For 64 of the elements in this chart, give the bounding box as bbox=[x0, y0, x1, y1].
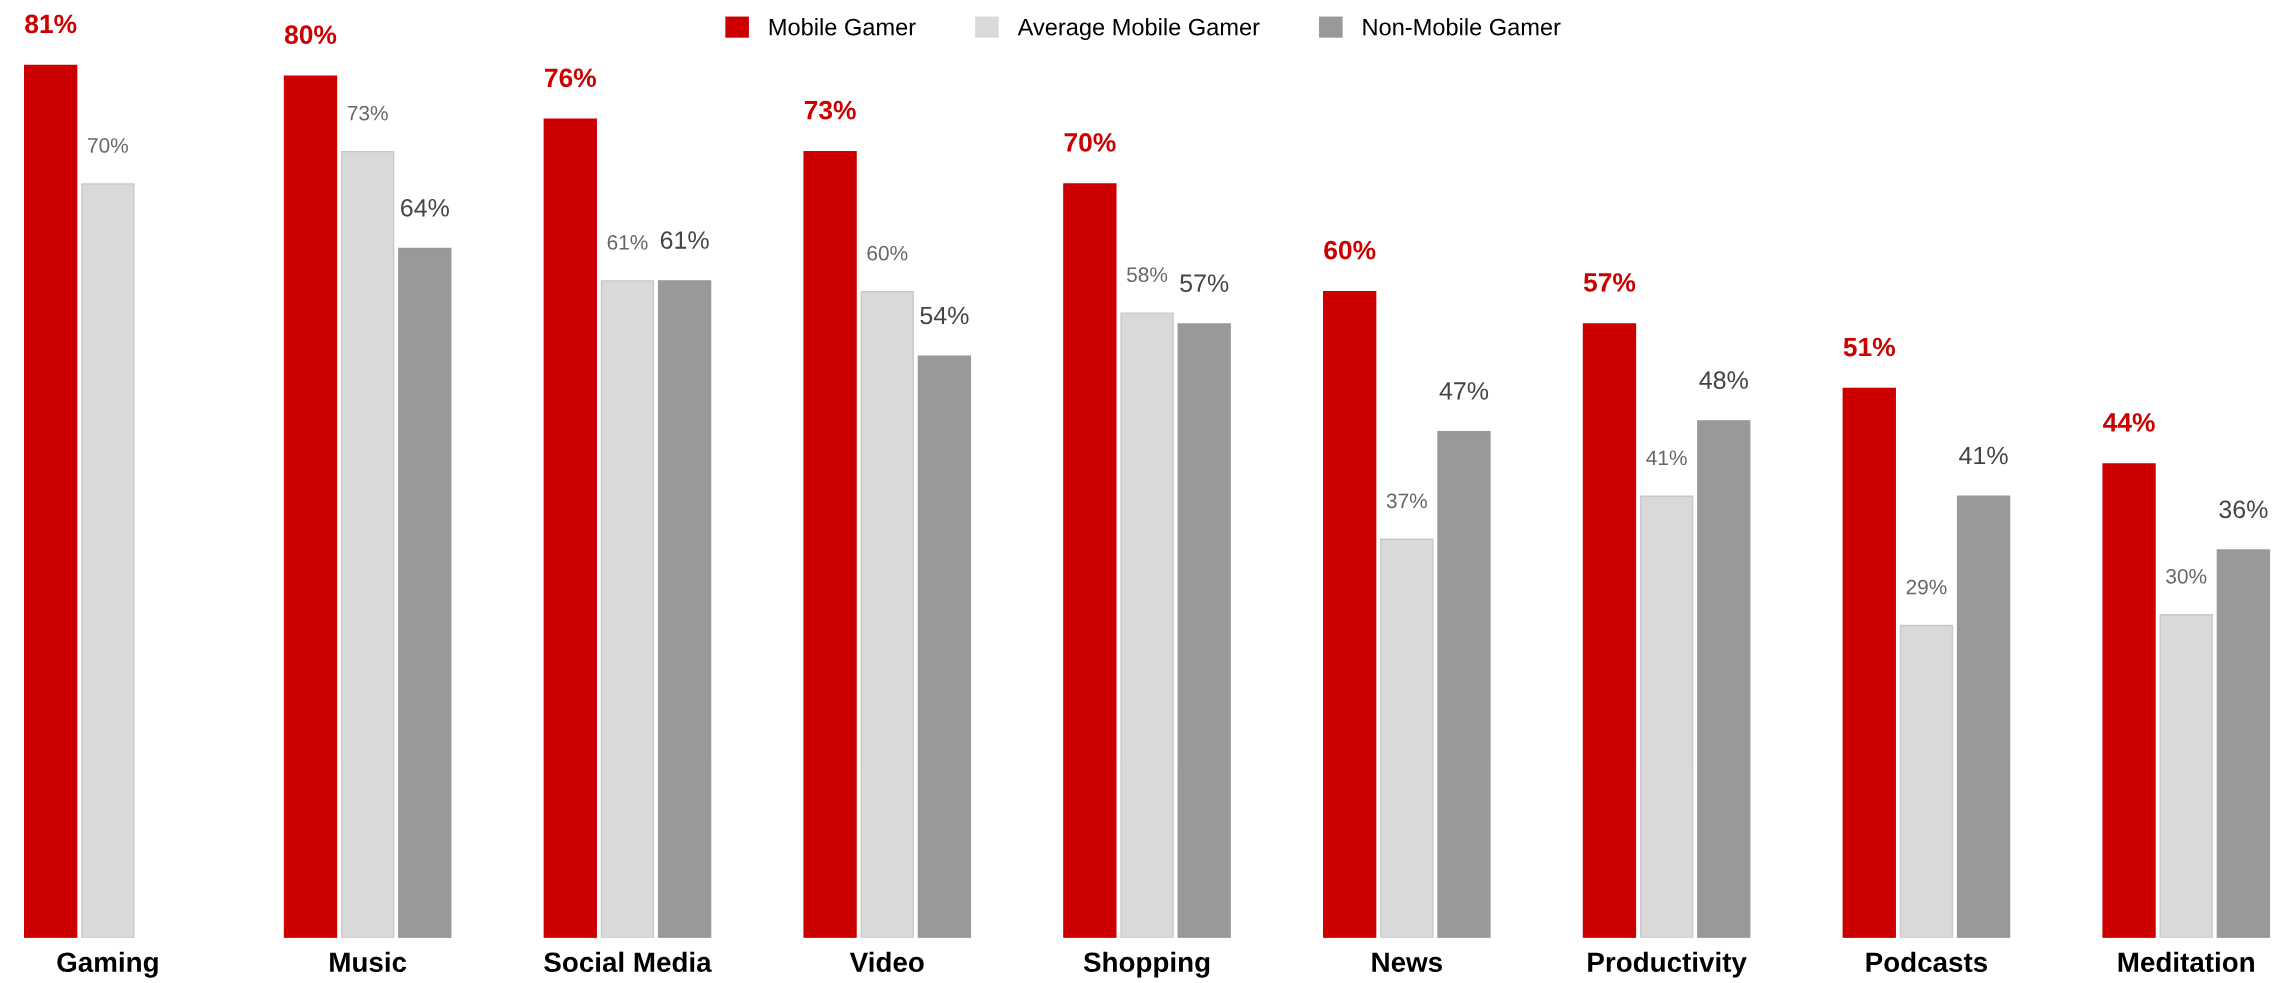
x-tick-label: Video bbox=[849, 951, 924, 973]
data-label: 70% bbox=[1064, 133, 1116, 152]
data-label: 30% bbox=[2166, 568, 2207, 584]
data-label: 73% bbox=[347, 105, 388, 121]
x-tick-label: News bbox=[1372, 952, 1442, 973]
bar bbox=[600, 280, 655, 938]
bar bbox=[1177, 323, 1231, 938]
data-label: 60% bbox=[1324, 240, 1376, 260]
data-label: 57% bbox=[1180, 274, 1229, 293]
bar bbox=[2216, 549, 2271, 938]
x-tick-label: Podcasts bbox=[1866, 951, 1988, 973]
data-label: 61% bbox=[660, 231, 709, 249]
legend-label: Non-Mobile Gamer bbox=[1363, 18, 1561, 36]
data-label: 37% bbox=[1386, 493, 1427, 509]
data-label: 60% bbox=[867, 245, 908, 261]
bar bbox=[81, 183, 135, 938]
x-tick-label: Meditation bbox=[2118, 951, 2254, 973]
bar bbox=[1437, 430, 1491, 938]
x-tick-label: Shopping bbox=[1083, 951, 1210, 978]
data-label: 41% bbox=[1646, 450, 1687, 466]
data-label: 57% bbox=[1583, 273, 1636, 292]
legend-label: Mobile Gamer bbox=[769, 18, 916, 36]
data-label: 54% bbox=[920, 306, 969, 325]
bar bbox=[340, 150, 395, 938]
x-tick-label: Gaming bbox=[57, 951, 158, 978]
bar bbox=[2159, 613, 2213, 938]
bar bbox=[1956, 495, 2011, 938]
bar bbox=[803, 150, 857, 938]
bar bbox=[1380, 538, 1434, 938]
data-label: 44% bbox=[2103, 413, 2155, 432]
bar bbox=[917, 355, 972, 938]
data-label: 61% bbox=[607, 235, 648, 250]
bar bbox=[1120, 312, 1174, 938]
bar bbox=[1323, 290, 1377, 938]
data-label: 41% bbox=[1959, 446, 2008, 465]
bar bbox=[1899, 624, 1954, 938]
x-tick-label: Social Media bbox=[544, 951, 712, 973]
data-label: 73% bbox=[804, 100, 856, 120]
data-label: 29% bbox=[1906, 579, 1947, 595]
data-label: 70% bbox=[88, 138, 128, 153]
bar bbox=[1842, 387, 1896, 938]
bar bbox=[24, 64, 78, 938]
data-label: 64% bbox=[401, 198, 449, 217]
x-tick-label: Productivity bbox=[1588, 951, 1747, 978]
bar bbox=[1697, 420, 1751, 938]
bar bbox=[398, 247, 452, 938]
data-label: 80% bbox=[284, 25, 337, 45]
data-label: 81% bbox=[25, 14, 77, 34]
bar bbox=[860, 290, 914, 938]
data-label: 76% bbox=[545, 68, 597, 88]
bar bbox=[1063, 183, 1117, 938]
bar bbox=[543, 118, 597, 938]
bar bbox=[2102, 463, 2156, 938]
data-label: 36% bbox=[2219, 500, 2268, 519]
x-tick-label: Music bbox=[330, 951, 407, 973]
legend-label: Average Mobile Gamer bbox=[1017, 18, 1260, 41]
bar bbox=[1582, 323, 1637, 938]
bar bbox=[1639, 495, 1694, 938]
data-label: 58% bbox=[1127, 267, 1168, 283]
data-label: 51% bbox=[1843, 337, 1895, 357]
data-label: 48% bbox=[1699, 371, 1748, 389]
bar bbox=[283, 75, 338, 938]
data-label: 47% bbox=[1439, 382, 1489, 400]
bar bbox=[657, 280, 712, 938]
